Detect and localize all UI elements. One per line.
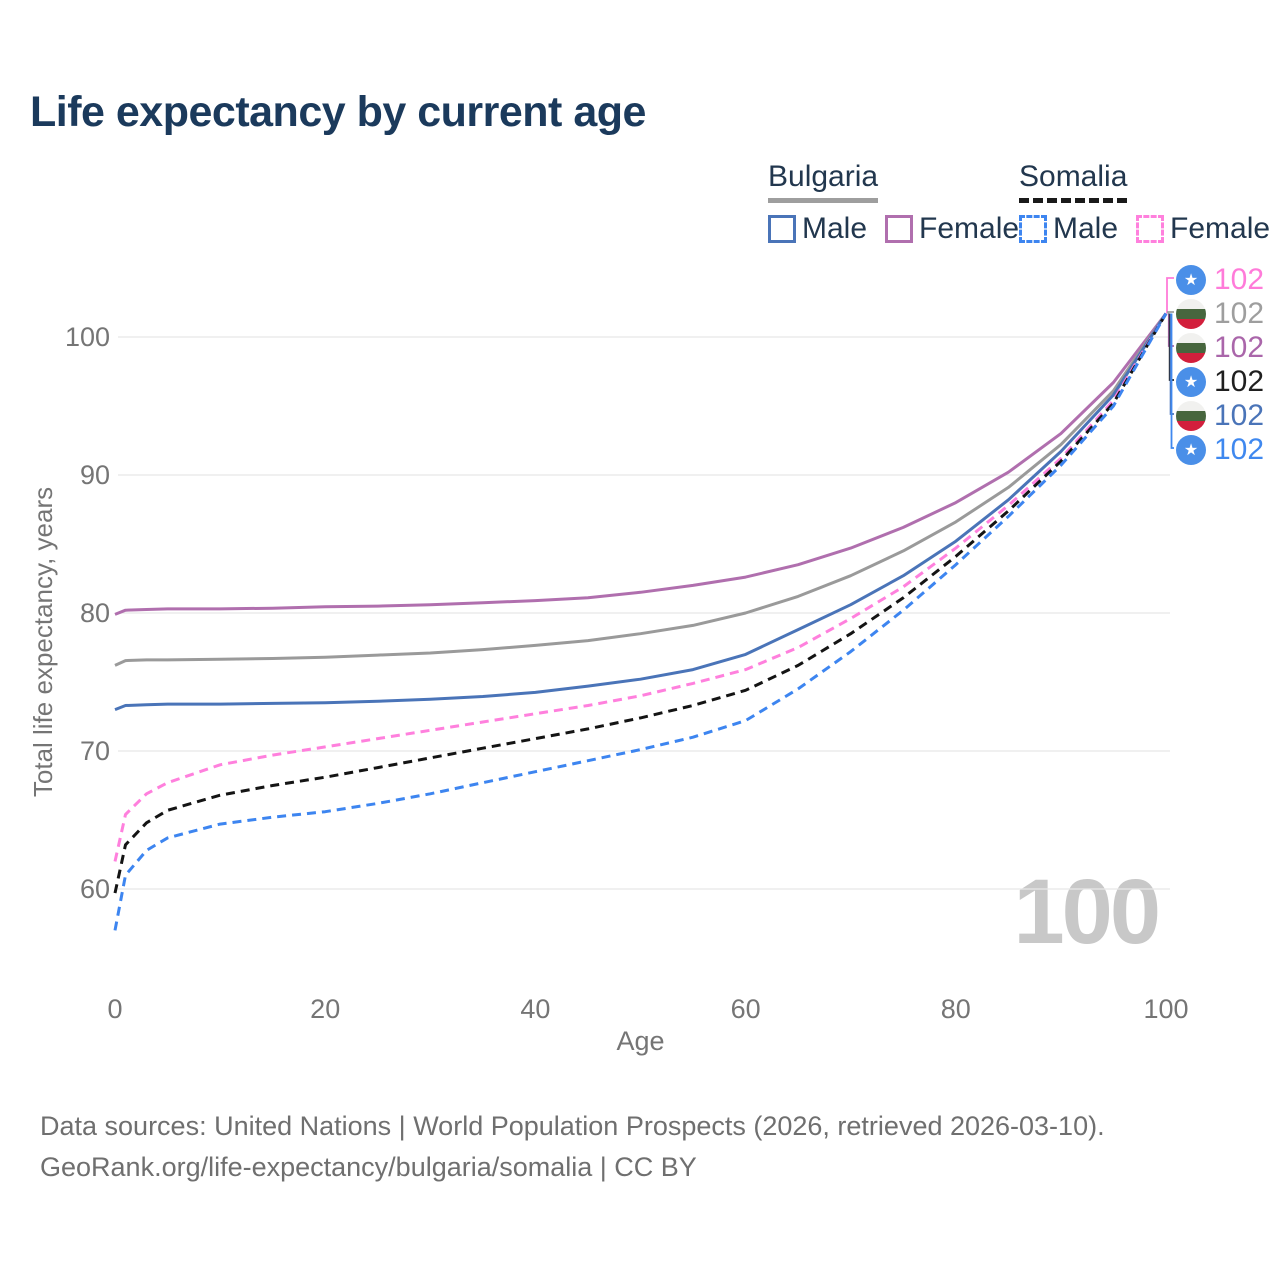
x-tick-label: 0 <box>107 994 122 1024</box>
x-tick-label: 20 <box>310 994 340 1024</box>
end-value: 102 <box>1214 263 1265 296</box>
legend-item-bulgaria-female[interactable]: Female <box>885 212 1019 246</box>
legend-item-label: Male <box>802 212 868 245</box>
end-value: 102 <box>1214 399 1265 432</box>
x-tick-label: 100 <box>1143 994 1188 1024</box>
bulgaria-flag-icon <box>1176 401 1206 431</box>
legend-item-bulgaria-male[interactable]: Male <box>768 212 867 246</box>
somalia-flag-icon: ★ <box>1176 367 1206 397</box>
series-line-somalia-both <box>113 312 1168 894</box>
x-tick-label: 40 <box>520 994 550 1024</box>
attribution-line: GeoRank.org/life-expectancy/bulgaria/som… <box>40 1152 697 1182</box>
end-label-bulgaria-male: 102 <box>1176 399 1264 433</box>
end-label-somalia-both-sexes: ★ 102 <box>1176 365 1264 399</box>
end-label-connector <box>1170 313 1174 449</box>
x-tick-label: 60 <box>731 994 761 1024</box>
legend-item-somalia-female[interactable]: Female <box>1136 212 1270 246</box>
series-line-bulgaria-male <box>114 312 1168 711</box>
age-indicator-watermark: 100 <box>1013 861 1162 963</box>
somalia-flag-icon: ★ <box>1176 265 1206 295</box>
somalia-flag-icon: ★ <box>1176 435 1206 465</box>
page-title: Life expectancy by current age <box>30 88 646 136</box>
somalia-male-swatch-icon <box>1019 215 1047 243</box>
y-tick-label: 90 <box>80 460 110 490</box>
series-line-somalia-female <box>113 312 1168 862</box>
x-axis-title: Age <box>616 1026 664 1056</box>
y-tick-label: 70 <box>80 736 110 766</box>
bulgaria-female-swatch-icon <box>885 215 914 243</box>
somalia-female-swatch-icon <box>1136 215 1165 243</box>
y-tick-label: 60 <box>80 874 110 904</box>
y-tick-label: 100 <box>65 322 110 352</box>
series-line-bulgaria-female <box>114 312 1168 616</box>
end-label-connector <box>1167 311 1174 314</box>
legend-item-label: Female <box>1170 212 1271 245</box>
legend-item-label: Male <box>1053 212 1119 245</box>
legend-country-bulgaria[interactable]: Bulgaria <box>768 160 879 203</box>
y-axis-title: Total life expectancy, years <box>28 487 58 797</box>
x-tick-label: 80 <box>941 994 971 1024</box>
series-line-somalia-male <box>113 312 1168 931</box>
legend-item-somalia-male[interactable]: Male <box>1019 212 1118 246</box>
y-tick-label: 80 <box>80 598 110 628</box>
bulgaria-flag-icon <box>1176 333 1206 363</box>
end-label-somalia-female: ★ 102 <box>1176 263 1264 297</box>
legend-country-somalia[interactable]: Somalia <box>1019 160 1128 203</box>
end-label-somalia-male: ★ 102 <box>1176 433 1264 467</box>
legend-item-label: Female <box>919 212 1020 245</box>
bulgaria-male-swatch-icon <box>768 215 796 243</box>
end-value: 102 <box>1214 365 1265 398</box>
legend-group-somalia: Somalia Male Female <box>1019 160 1270 246</box>
end-label-connector <box>1166 277 1174 314</box>
data-sources-line: Data sources: United Nations | World Pop… <box>40 1111 1105 1141</box>
bulgaria-flag-icon <box>1176 299 1206 329</box>
end-label-bulgaria-female: 102 <box>1176 331 1264 365</box>
end-label-bulgaria-both-sexes: 102 <box>1176 297 1264 331</box>
series-line-bulgaria-both <box>114 312 1168 667</box>
chart-footer: Data sources: United Nations | World Pop… <box>40 1106 1105 1188</box>
end-value: 102 <box>1214 297 1265 330</box>
end-value: 102 <box>1214 331 1265 364</box>
end-value: 102 <box>1214 433 1265 466</box>
legend-group-bulgaria: Bulgaria Male Female <box>768 160 1019 246</box>
